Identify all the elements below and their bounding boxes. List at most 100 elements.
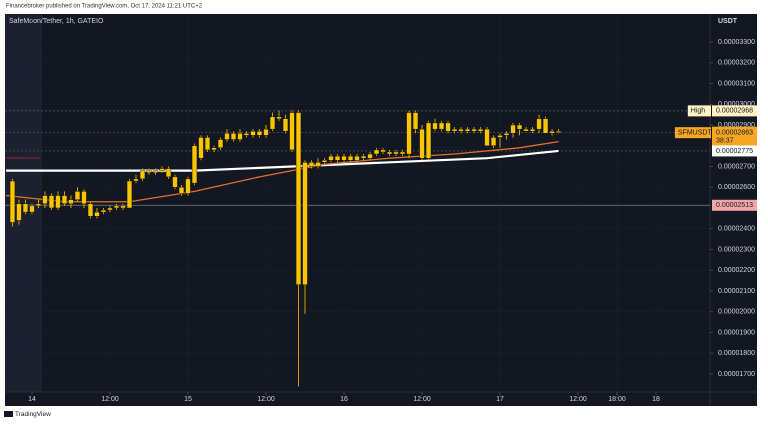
candle-body bbox=[516, 124, 523, 130]
candle-body bbox=[529, 128, 536, 132]
x-tick-label: 16 bbox=[340, 396, 348, 403]
publisher-note: Financebroker published on TradingView.c… bbox=[6, 4, 203, 10]
candle-body bbox=[373, 149, 380, 155]
candle-body bbox=[451, 128, 458, 132]
moving-average bbox=[5, 149, 559, 172]
moving-average bbox=[5, 140, 559, 203]
candle-body bbox=[237, 133, 243, 140]
candle-body bbox=[347, 155, 354, 161]
candle-body bbox=[191, 145, 198, 184]
candle-body bbox=[542, 118, 549, 134]
candle-body bbox=[328, 155, 334, 161]
price-label-box bbox=[712, 126, 757, 147]
candle-body bbox=[243, 133, 250, 136]
candle-body bbox=[503, 133, 510, 136]
candle-body bbox=[302, 162, 308, 285]
chart-background bbox=[5, 14, 757, 406]
candle-body bbox=[61, 195, 68, 205]
price-label-title-box bbox=[674, 127, 711, 139]
candle-body bbox=[399, 151, 406, 155]
candle-body bbox=[412, 112, 419, 130]
price-label-title: SFMUSDT bbox=[678, 130, 713, 137]
candle-body bbox=[471, 128, 477, 132]
y-tick-label: 0.00002900 bbox=[718, 122, 755, 129]
x-tick-label: 12:00 bbox=[257, 396, 275, 403]
price-label-value: 0.00002968 bbox=[716, 108, 753, 115]
candle-body bbox=[185, 178, 191, 194]
y-tick-label: 0.00003300 bbox=[718, 39, 755, 46]
x-tick-label: 15 bbox=[184, 396, 192, 403]
candle-body bbox=[165, 168, 172, 178]
candle-body bbox=[549, 131, 555, 134]
candle-body bbox=[68, 199, 74, 205]
plot bbox=[5, 110, 710, 387]
candle-body bbox=[172, 176, 178, 188]
candle-body bbox=[230, 133, 237, 140]
y-tick-label: 0.00003200 bbox=[718, 60, 755, 67]
candle-body bbox=[146, 170, 152, 173]
candle-body bbox=[81, 191, 87, 205]
price-label-box bbox=[712, 105, 757, 117]
candle-body bbox=[484, 128, 490, 146]
y-tick-label: 0.00001800 bbox=[718, 350, 755, 357]
price-label-box bbox=[712, 199, 757, 211]
candle-body bbox=[289, 112, 295, 151]
candle-body bbox=[256, 131, 263, 136]
candle-body bbox=[315, 162, 321, 167]
x-tick-label: 12:00 bbox=[413, 396, 431, 403]
candle-body bbox=[217, 139, 224, 149]
candle-body bbox=[133, 178, 139, 182]
candle-body bbox=[48, 195, 55, 209]
candle-body bbox=[29, 205, 35, 213]
candle-body bbox=[360, 155, 367, 159]
candle-body bbox=[100, 209, 107, 213]
y-tick-label: 0.00002200 bbox=[718, 267, 755, 274]
candle-body bbox=[295, 112, 302, 285]
x-tick-label: 14 bbox=[28, 396, 36, 403]
x-tick-label: 18 bbox=[652, 396, 660, 403]
candle-body bbox=[211, 147, 217, 151]
candle-body bbox=[94, 211, 100, 217]
candle-body bbox=[367, 153, 373, 159]
x-tick-label: 12:00 bbox=[101, 396, 119, 403]
grid: 0.00003300 0.00003200 0.00003100 0.00003000… bbox=[5, 14, 755, 403]
candle-body bbox=[120, 205, 126, 209]
axis-unit: USDT bbox=[718, 18, 738, 25]
candle-body bbox=[432, 122, 438, 130]
price-label-value: 0.00002863 bbox=[716, 130, 753, 137]
candle-body bbox=[276, 116, 282, 119]
y-tick-label: 0.00003000 bbox=[718, 101, 755, 108]
y-tick-label: 0.00001700 bbox=[718, 371, 755, 378]
x-tick-label: 18:00 bbox=[608, 396, 626, 403]
candle-body bbox=[263, 128, 269, 136]
candle-body bbox=[536, 118, 542, 130]
candle-body bbox=[74, 191, 81, 200]
candle-body bbox=[393, 151, 399, 155]
candle-body bbox=[178, 187, 185, 194]
price-label-countdown: 38:37 bbox=[716, 138, 734, 145]
logo-icon bbox=[4, 411, 13, 417]
candle-body bbox=[16, 203, 22, 221]
y-tick-label: 0.00002400 bbox=[718, 226, 755, 233]
candle-body bbox=[35, 203, 42, 207]
candle-body bbox=[445, 122, 451, 132]
y-tick-label: 0.00003100 bbox=[718, 80, 755, 87]
candle-body bbox=[406, 112, 412, 155]
y-tick-label: 0.00002000 bbox=[718, 309, 755, 316]
candle-body bbox=[159, 168, 165, 171]
candle-body bbox=[282, 118, 289, 132]
candle-body bbox=[510, 124, 516, 134]
candle-body bbox=[308, 162, 315, 167]
candle-body bbox=[9, 180, 16, 223]
candle-body bbox=[22, 203, 29, 213]
candle-body bbox=[458, 128, 464, 132]
candle-body bbox=[464, 128, 471, 132]
candle-body bbox=[113, 205, 120, 209]
candle-body bbox=[224, 133, 230, 140]
candle-body bbox=[386, 151, 393, 155]
candle-body bbox=[107, 207, 113, 211]
price-label-value: 0.00002513 bbox=[716, 202, 753, 209]
candle-body bbox=[523, 128, 529, 132]
